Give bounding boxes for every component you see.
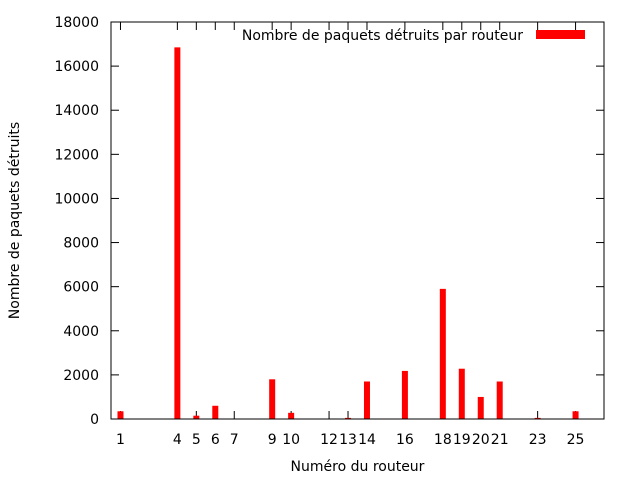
y-tick-label: 16000 [54,59,99,75]
y-tick-label: 6000 [63,280,99,296]
x-tick-label: 4 [173,432,182,448]
bars [117,47,579,419]
x-tick-label: 23 [529,432,547,448]
x-tick-label: 10 [282,432,300,448]
bar [458,368,465,419]
bar [363,381,370,419]
bar [193,415,200,419]
x-tick-label: 12 [320,432,338,448]
x-tick-label: 14 [358,432,376,448]
plot-frame [110,21,605,420]
legend: Nombre de paquets détruits par routeur [242,28,585,44]
x-tick-label: 20 [472,432,490,448]
y-tick-label: 4000 [63,324,99,340]
x-tick-label: 9 [268,432,277,448]
bar [345,417,352,419]
legend-label: Nombre de paquets détruits par routeur [242,28,523,44]
bar [117,411,124,419]
bar [477,396,484,419]
y-tick-label: 2000 [63,368,99,384]
x-tick-label: 25 [567,432,585,448]
x-tick-label: 5 [192,432,201,448]
bar [269,379,276,419]
bar [288,412,295,419]
bar [439,288,446,419]
x-tick-label: 16 [396,432,414,448]
y-tick-label: 8000 [63,236,99,252]
y-tick-label: 12000 [54,147,99,163]
y-tick-label: 0 [90,412,99,428]
x-tick-label: 13 [339,432,357,448]
x-tick-label: 18 [434,432,452,448]
y-tick-label: 18000 [54,15,99,31]
x-tick-label: 21 [491,432,509,448]
bar [212,405,219,419]
x-axis-ticks: 1 4 5 6 7 9 10 12 13 14 16 18 19 20 21 23 25 [116,22,584,448]
x-tick-label: 1 [116,432,125,448]
x-axis-title: Numéro du routeur [291,459,425,475]
bar [534,417,541,419]
x-tick-label: 19 [453,432,471,448]
bar [572,411,579,419]
x-tick-label: 6 [211,432,220,448]
legend-swatch [536,30,585,39]
bar [496,381,503,419]
y-tick-label: 10000 [54,191,99,207]
bar [174,47,181,419]
y-tick-label: 14000 [54,103,99,119]
y-axis-title: Nombre de paquets détruits [7,122,23,319]
x-tick-label: 7 [230,432,239,448]
bar [401,370,408,419]
y-axis-ticks: 0 2000 4000 6000 8000 10000 12000 14000 16000 180… [54,15,604,428]
